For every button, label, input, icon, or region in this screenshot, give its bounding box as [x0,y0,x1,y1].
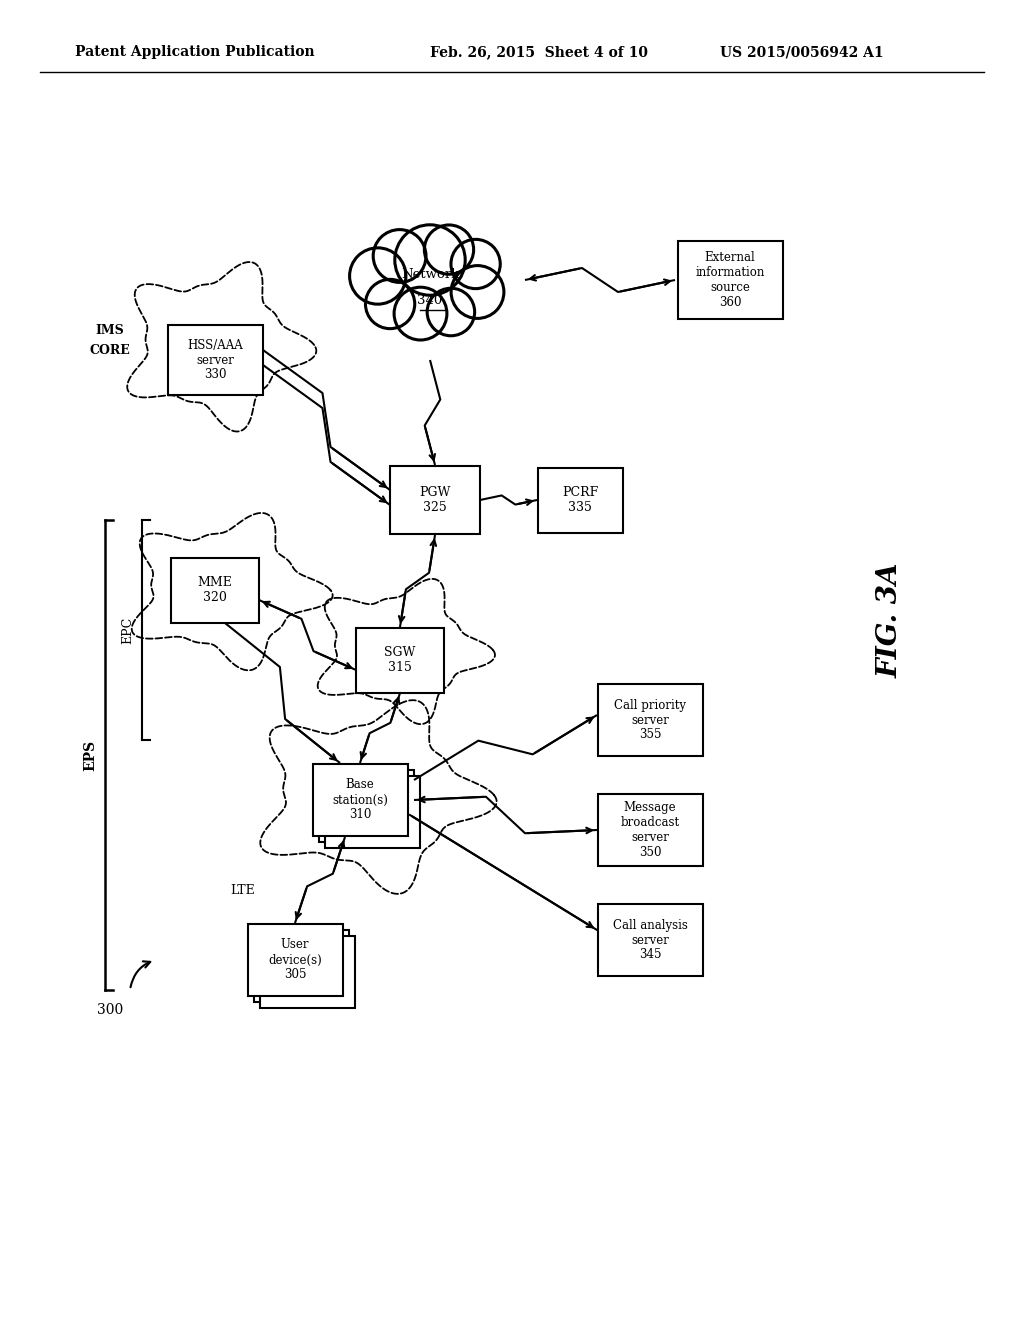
Text: SGW
315: SGW 315 [384,645,416,675]
Circle shape [427,288,475,335]
Bar [390,466,480,535]
Bar [259,936,354,1008]
Bar [597,795,702,866]
Text: PGW
325: PGW 325 [419,486,451,513]
Text: US 2015/0056942 A1: US 2015/0056942 A1 [720,45,884,59]
Text: MME
320: MME 320 [198,576,232,605]
Text: Feb. 26, 2015  Sheet 4 of 10: Feb. 26, 2015 Sheet 4 of 10 [430,45,648,59]
Circle shape [366,280,415,329]
Bar [248,924,342,997]
Text: EPC: EPC [122,616,134,644]
Circle shape [452,265,504,318]
Circle shape [394,288,446,341]
Bar [325,776,420,847]
Polygon shape [127,263,316,432]
Text: Base
station(s)
310: Base station(s) 310 [332,779,388,821]
Text: Patent Application Publication: Patent Application Publication [75,45,314,59]
Text: LTE: LTE [230,883,255,896]
Text: FIG. 3A: FIG. 3A [877,562,903,677]
Bar [356,627,444,693]
Bar [597,904,702,975]
Circle shape [424,224,474,275]
Text: PCRF
335: PCRF 335 [562,486,598,513]
Bar [254,931,348,1002]
Polygon shape [317,579,495,725]
Bar [318,770,414,842]
Text: User
device(s)
305: User device(s) 305 [268,939,322,982]
Text: Network: Network [400,268,459,281]
Text: IMS: IMS [95,323,124,337]
Bar [597,684,702,756]
Text: Call priority
server
355: Call priority server 355 [614,698,686,742]
Polygon shape [132,513,333,671]
Circle shape [349,248,406,304]
Text: EPS: EPS [83,739,97,771]
Text: HSS/AAA
server
330: HSS/AAA server 330 [187,338,243,381]
Bar [678,242,782,319]
Bar [171,557,259,623]
Circle shape [451,239,501,289]
Circle shape [373,230,426,282]
Bar [538,467,623,532]
Text: External
information
source
360: External information source 360 [695,251,765,309]
Bar [312,764,408,836]
FancyArrowPatch shape [130,961,151,987]
Text: Call analysis
server
345: Call analysis server 345 [612,919,687,961]
Bar [168,325,262,395]
Text: Message
broadcast
server
350: Message broadcast server 350 [621,801,680,859]
Circle shape [395,224,465,296]
Polygon shape [260,700,497,894]
Text: 340: 340 [418,293,442,306]
Text: 300: 300 [97,1003,123,1016]
Text: CORE: CORE [90,343,130,356]
